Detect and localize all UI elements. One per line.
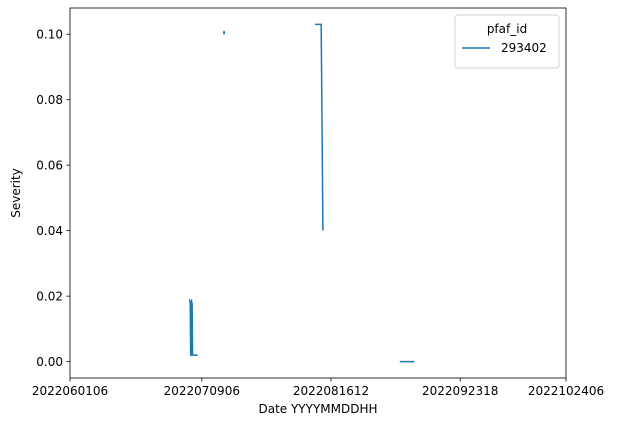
x-tick-label: 2022081612 [293, 384, 369, 398]
x-tick-label: 2022092318 [422, 384, 498, 398]
plot-frame [69, 7, 567, 379]
series-layer [188, 23, 415, 363]
series-line-segment [315, 23, 324, 231]
y-tick-label: 0.04 [36, 224, 63, 238]
legend-entry-label: 293402 [501, 41, 547, 55]
y-tick-label: 0.02 [36, 289, 63, 303]
y-tick-label: 0.08 [36, 93, 63, 107]
x-tick-label: 2022070906 [164, 384, 240, 398]
axes-layer: 0.00 0.02 0.04 0.06 0.08 0.10 2022060106 202207… [32, 7, 604, 398]
y-axis-label: Severity [9, 168, 23, 218]
y-tick-label: 0.10 [36, 27, 63, 41]
legend-box [454, 14, 560, 69]
legend-title: pfaf_id [487, 22, 527, 36]
plot-background [70, 8, 566, 378]
x-tick-label: 2022102406 [528, 384, 604, 398]
x-axis-label: Date YYYYMMDDHH [258, 402, 377, 416]
series-line-segment [188, 299, 198, 356]
x-tick-label: 2022060106 [32, 384, 108, 398]
legend: pfaf_id 293402 [454, 14, 560, 69]
series-line-segment [223, 30, 226, 35]
y-tick-label: 0.00 [36, 355, 63, 369]
y-tick-label: 0.06 [36, 158, 63, 172]
